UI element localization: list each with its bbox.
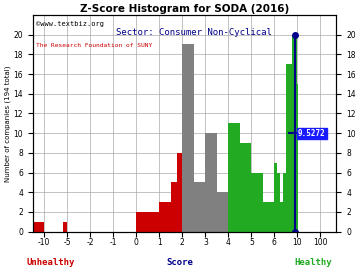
- Bar: [159, 202, 171, 232]
- Bar: [263, 202, 274, 232]
- Text: Healthy: Healthy: [294, 258, 332, 267]
- Text: Sector: Consumer Non-Cyclical: Sector: Consumer Non-Cyclical: [117, 28, 272, 37]
- Bar: [217, 192, 228, 232]
- Bar: [148, 212, 159, 232]
- Text: Score: Score: [167, 258, 193, 267]
- Bar: [280, 202, 283, 232]
- Text: ©www.textbiz.org: ©www.textbiz.org: [36, 21, 104, 28]
- Bar: [283, 173, 286, 232]
- Bar: [251, 173, 263, 232]
- Bar: [274, 163, 277, 232]
- Title: Z-Score Histogram for SODA (2016): Z-Score Histogram for SODA (2016): [80, 4, 289, 14]
- Bar: [177, 153, 182, 232]
- Text: Unhealthy: Unhealthy: [26, 258, 75, 267]
- Bar: [0, 222, 44, 232]
- Bar: [63, 222, 67, 232]
- Bar: [240, 143, 251, 232]
- Bar: [286, 64, 292, 232]
- Bar: [205, 133, 217, 232]
- Bar: [228, 123, 240, 232]
- Bar: [182, 45, 194, 232]
- Bar: [171, 183, 177, 232]
- Text: 9.5272: 9.5272: [298, 129, 326, 138]
- Text: The Research Foundation of SUNY: The Research Foundation of SUNY: [36, 43, 152, 48]
- Bar: [292, 35, 297, 232]
- Bar: [194, 183, 205, 232]
- Bar: [136, 212, 148, 232]
- Bar: [277, 173, 280, 232]
- Y-axis label: Number of companies (194 total): Number of companies (194 total): [4, 65, 11, 181]
